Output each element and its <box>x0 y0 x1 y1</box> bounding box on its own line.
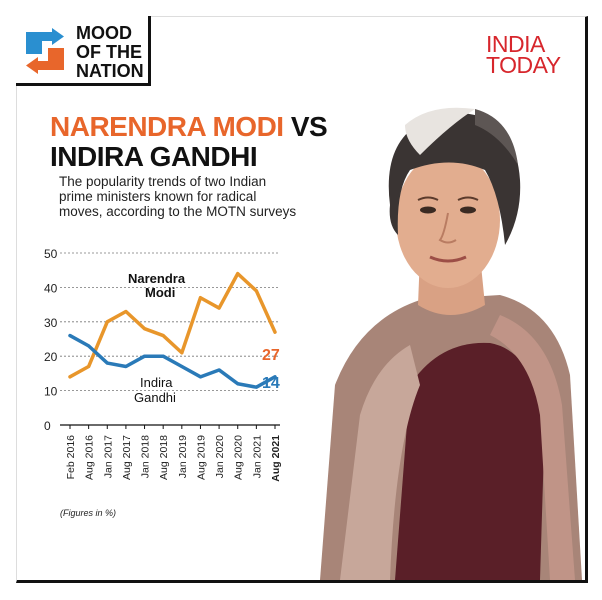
modi-point <box>180 351 184 355</box>
modi-series-label: Narendra <box>128 271 186 286</box>
x-tick-label: Aug 2020 <box>233 435 245 480</box>
indira-series-label: Indira <box>140 375 173 390</box>
figures-note: (Figures in %) <box>60 508 117 518</box>
modi-series-line <box>68 271 277 379</box>
logo-line-2: OF THE <box>76 42 142 62</box>
modi-point <box>198 296 202 300</box>
y-tick-label: 50 <box>44 247 58 261</box>
y-tick-label: 20 <box>44 350 58 364</box>
indira-point <box>254 385 258 389</box>
indira-point <box>273 375 277 379</box>
indira-point <box>198 375 202 379</box>
x-tick-label: Jan 2020 <box>214 435 226 478</box>
indira-point <box>217 368 221 372</box>
logo-line-1: MOOD <box>76 23 132 43</box>
indira-series-label: Gandhi <box>134 390 176 405</box>
modi-point <box>105 320 109 324</box>
indira-point <box>180 365 184 369</box>
modi-point <box>68 375 72 379</box>
x-tick-label: Aug 2016 <box>84 435 96 480</box>
modi-point <box>124 309 128 313</box>
x-tick-label: Jan 2018 <box>140 435 152 478</box>
x-tick-label: Aug 2018 <box>158 435 170 480</box>
y-tick-label: 10 <box>44 385 58 399</box>
x-tick-label: Jan 2017 <box>102 435 114 478</box>
modi-point <box>254 289 258 293</box>
india-today-logo: INDIA TODAY <box>486 31 586 78</box>
mood-of-the-nation-logo: MOOD OF THE NATION <box>16 16 151 86</box>
x-tick-label: Aug 2017 <box>121 435 133 480</box>
page-title: NARENDRA MODI VS INDIRA GANDHI <box>50 111 328 172</box>
modi-point <box>217 306 221 310</box>
modi-point <box>273 330 277 334</box>
modi-point <box>236 272 240 276</box>
indira-series-line <box>68 333 277 389</box>
subtitle: The popularity trends of two Indian prim… <box>59 174 297 219</box>
x-tick-label: Aug 2019 <box>195 435 207 480</box>
modi-series-label: Modi <box>145 285 175 300</box>
x-tick-label: Feb 2016 <box>65 435 77 480</box>
y-tick-label: 30 <box>44 316 58 330</box>
indira-point <box>124 365 128 369</box>
title-indira: INDIRA GANDHI <box>50 141 258 172</box>
indira-point <box>68 334 72 338</box>
y-tick-label: 0 <box>44 419 51 433</box>
modi-end-label: 27 <box>262 347 280 364</box>
refresh-arrows-icon <box>26 28 64 74</box>
brand-line-2: TODAY <box>486 52 561 78</box>
modi-point <box>161 334 165 338</box>
x-tick-label: Aug 2021 <box>270 435 282 482</box>
logo-text: MOOD OF THE NATION <box>76 24 156 81</box>
brand-line-1: INDIA <box>486 31 545 57</box>
logo-line-3: NATION <box>76 61 144 81</box>
indira-point <box>87 344 91 348</box>
title-vs: VS <box>290 111 328 142</box>
indira-point <box>143 354 147 358</box>
indira-point <box>105 361 109 365</box>
modi-point <box>143 327 147 331</box>
indira-gandhi-portrait <box>320 107 582 580</box>
title-modi: NARENDRA MODI <box>50 111 284 142</box>
x-tick-label: Jan 2021 <box>251 435 263 478</box>
indira-point <box>236 382 240 386</box>
modi-point <box>87 365 91 369</box>
x-tick-label: Jan 2019 <box>177 435 189 478</box>
indira-point <box>161 354 165 358</box>
y-tick-label: 40 <box>44 281 58 295</box>
indira-end-label: 14 <box>262 375 280 392</box>
